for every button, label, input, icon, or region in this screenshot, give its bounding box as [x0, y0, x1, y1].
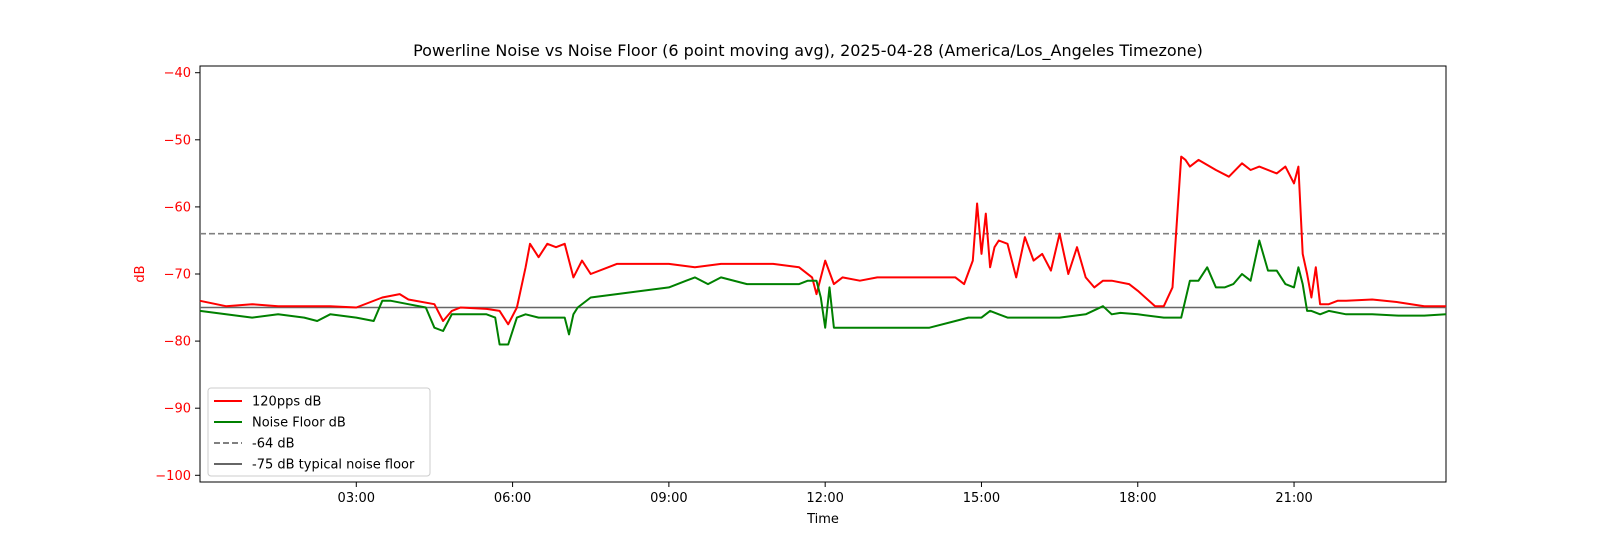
y-tick-label: −80 — [164, 335, 191, 350]
x-tick-label: 18:00 — [1119, 491, 1156, 506]
x-tick-label: 03:00 — [338, 491, 375, 506]
y-tick-label: −100 — [155, 469, 191, 484]
x-tick-label: 06:00 — [494, 491, 531, 506]
x-tick-label: 15:00 — [963, 491, 1000, 506]
series-line-0 — [199, 155, 1446, 326]
series-layer — [199, 155, 1447, 346]
y-axis: −40 −50 −60 −70 −80 −90 −100 — [155, 66, 200, 484]
y-tick-label: −40 — [164, 66, 191, 81]
legend-label: Noise Floor dB — [252, 416, 346, 431]
chart-title: Powerline Noise vs Noise Floor (6 point … — [413, 41, 1203, 61]
y-tick-label: −90 — [164, 402, 191, 417]
series-line-1 — [199, 239, 1447, 346]
y-axis-label: dB — [133, 265, 148, 282]
y-tick-label: −60 — [164, 200, 191, 215]
x-tick-label: 09:00 — [650, 491, 687, 506]
legend-label: -75 dB typical noise floor — [252, 458, 415, 473]
legend-label: -64 dB — [252, 437, 295, 452]
y-tick-label: −70 — [164, 268, 191, 283]
legend: 120pps dB Noise Floor dB -64 dB -75 dB typi… — [207, 387, 431, 477]
legend-label: 120pps dB — [252, 395, 321, 410]
legend-box — [207, 387, 431, 477]
x-tick-label: 12:00 — [806, 491, 843, 506]
y-tick-label: −50 — [164, 133, 191, 148]
x-axis: 03:00 06:00 09:00 12:00 15:00 18:00 21:00 — [338, 482, 1313, 506]
x-axis-label: Time — [806, 512, 839, 527]
x-tick-label: 21:00 — [1275, 491, 1312, 506]
